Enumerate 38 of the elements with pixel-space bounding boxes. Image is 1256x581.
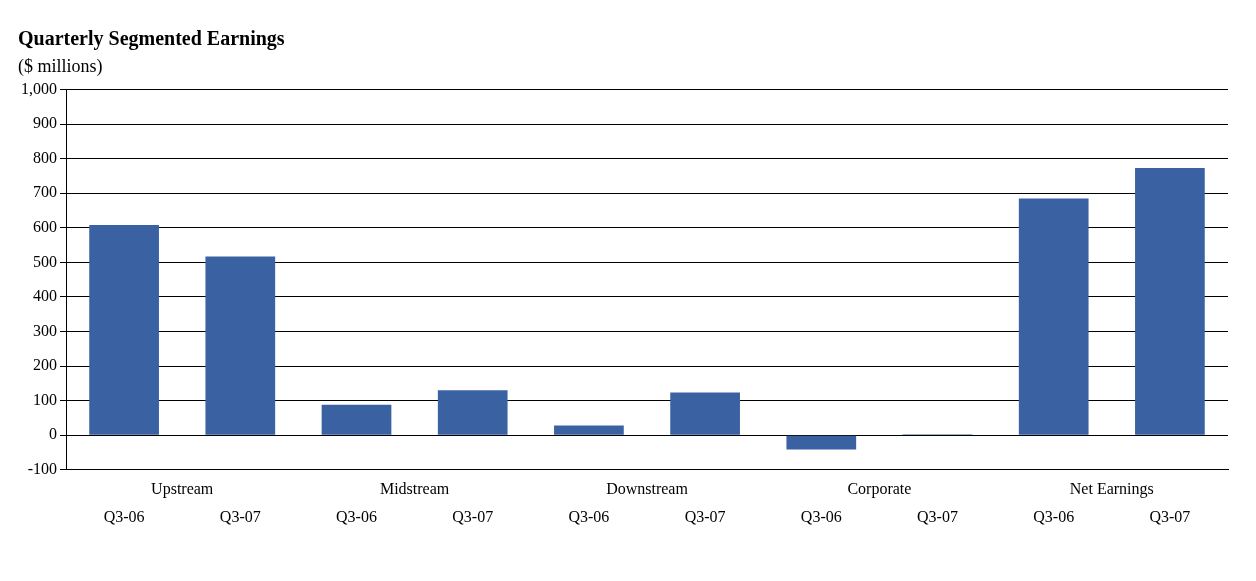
bar [670, 392, 740, 435]
x-tick-label: Q3-07 [219, 507, 261, 525]
x-tick-label: Q3-06 [568, 507, 610, 525]
bar [89, 225, 159, 435]
y-tick-label: 400 [33, 287, 57, 305]
x-tick-label: Q3-07 [452, 507, 494, 525]
y-tick-label: 100 [33, 390, 57, 408]
x-tick-label: Q3-07 [917, 507, 958, 525]
bar [1018, 198, 1089, 435]
y-tick-label: 800 [33, 148, 57, 166]
bar [321, 404, 392, 435]
bar [786, 435, 857, 450]
y-tick-label: 600 [33, 218, 57, 236]
y-tick-label: -100 [27, 460, 57, 477]
bar [1135, 168, 1205, 435]
text: Upstream [151, 480, 214, 498]
text: Net Earnings [1069, 480, 1154, 498]
x-tick-label: Q3-07 [684, 507, 726, 525]
bar [437, 390, 508, 435]
x-tick-label: Q3-06 [800, 507, 842, 525]
bar [205, 256, 276, 435]
text: Corporate [847, 480, 912, 498]
bar [554, 425, 624, 435]
text: Downstream [606, 480, 689, 497]
y-tick-label: 300 [33, 321, 57, 339]
y-tick-label: 700 [33, 183, 57, 201]
chart-title: Quarterly Segmented Earnings [18, 27, 285, 51]
x-tick-label: Q3-06 [336, 507, 377, 525]
chart-subtitle: ($ millions) [18, 55, 103, 77]
y-tick-label: 500 [33, 252, 57, 270]
y-tick-label: 0 [49, 425, 57, 443]
x-tick-label: Q3-06 [1033, 507, 1075, 525]
y-tick-label: 900 [33, 114, 57, 132]
x-tick-label: Q3-07 [1149, 507, 1191, 525]
text: Midstream [379, 480, 450, 497]
y-tick-label: 1,000 [21, 79, 57, 97]
x-tick-label: Q3-06 [103, 507, 145, 525]
y-tick-label: 200 [33, 356, 57, 374]
